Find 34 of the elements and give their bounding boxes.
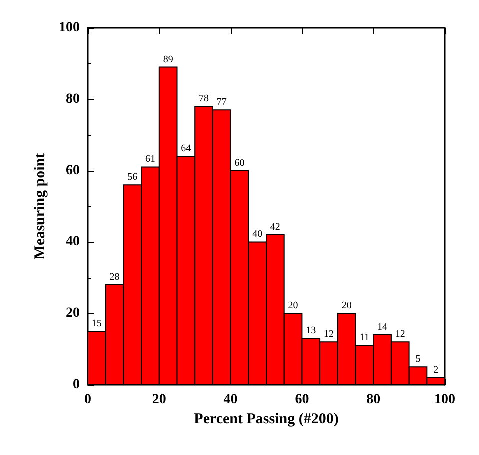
y-tick-label: 80 bbox=[66, 92, 80, 107]
data-label: 28 bbox=[110, 272, 120, 284]
data-label: 78 bbox=[199, 94, 210, 105]
data-label: 61 bbox=[145, 154, 156, 166]
data-label: 12 bbox=[324, 329, 334, 340]
data-label: 20 bbox=[342, 300, 352, 312]
y-tick-label: 60 bbox=[66, 163, 80, 178]
data-label: 42 bbox=[270, 222, 280, 234]
data-label: 77 bbox=[216, 97, 227, 108]
data-label: 56 bbox=[128, 172, 138, 184]
y-tick-label: 100 bbox=[59, 20, 80, 36]
data-label: 60 bbox=[234, 158, 245, 169]
x-tick-label: 100 bbox=[434, 392, 456, 408]
y-tick-label: 0 bbox=[73, 378, 80, 392]
data-label: 20 bbox=[288, 300, 298, 312]
data-label: 40 bbox=[252, 229, 263, 240]
data-label: 89 bbox=[163, 54, 174, 66]
x-tick-label: 80 bbox=[366, 392, 381, 408]
data-label: 13 bbox=[306, 326, 316, 337]
x-tick-label: 60 bbox=[295, 392, 310, 408]
data-label: 64 bbox=[181, 144, 192, 155]
data-label: 11 bbox=[360, 332, 370, 344]
y-tick-label: 20 bbox=[66, 306, 80, 322]
y-tick-label: 40 bbox=[66, 234, 80, 250]
data-label: 2 bbox=[434, 364, 439, 376]
x-axis-title: Percent Passing (#200) bbox=[194, 411, 339, 428]
y-axis-title: Measuring point bbox=[32, 153, 49, 260]
x-tick-label: 20 bbox=[152, 392, 166, 408]
data-label: 14 bbox=[378, 322, 388, 334]
data-label: 5 bbox=[416, 354, 421, 366]
data-label: 15 bbox=[92, 318, 102, 330]
data-label: 12 bbox=[395, 329, 406, 340]
x-tick-label: 40 bbox=[224, 392, 238, 408]
x-tick-label: 0 bbox=[84, 392, 92, 408]
